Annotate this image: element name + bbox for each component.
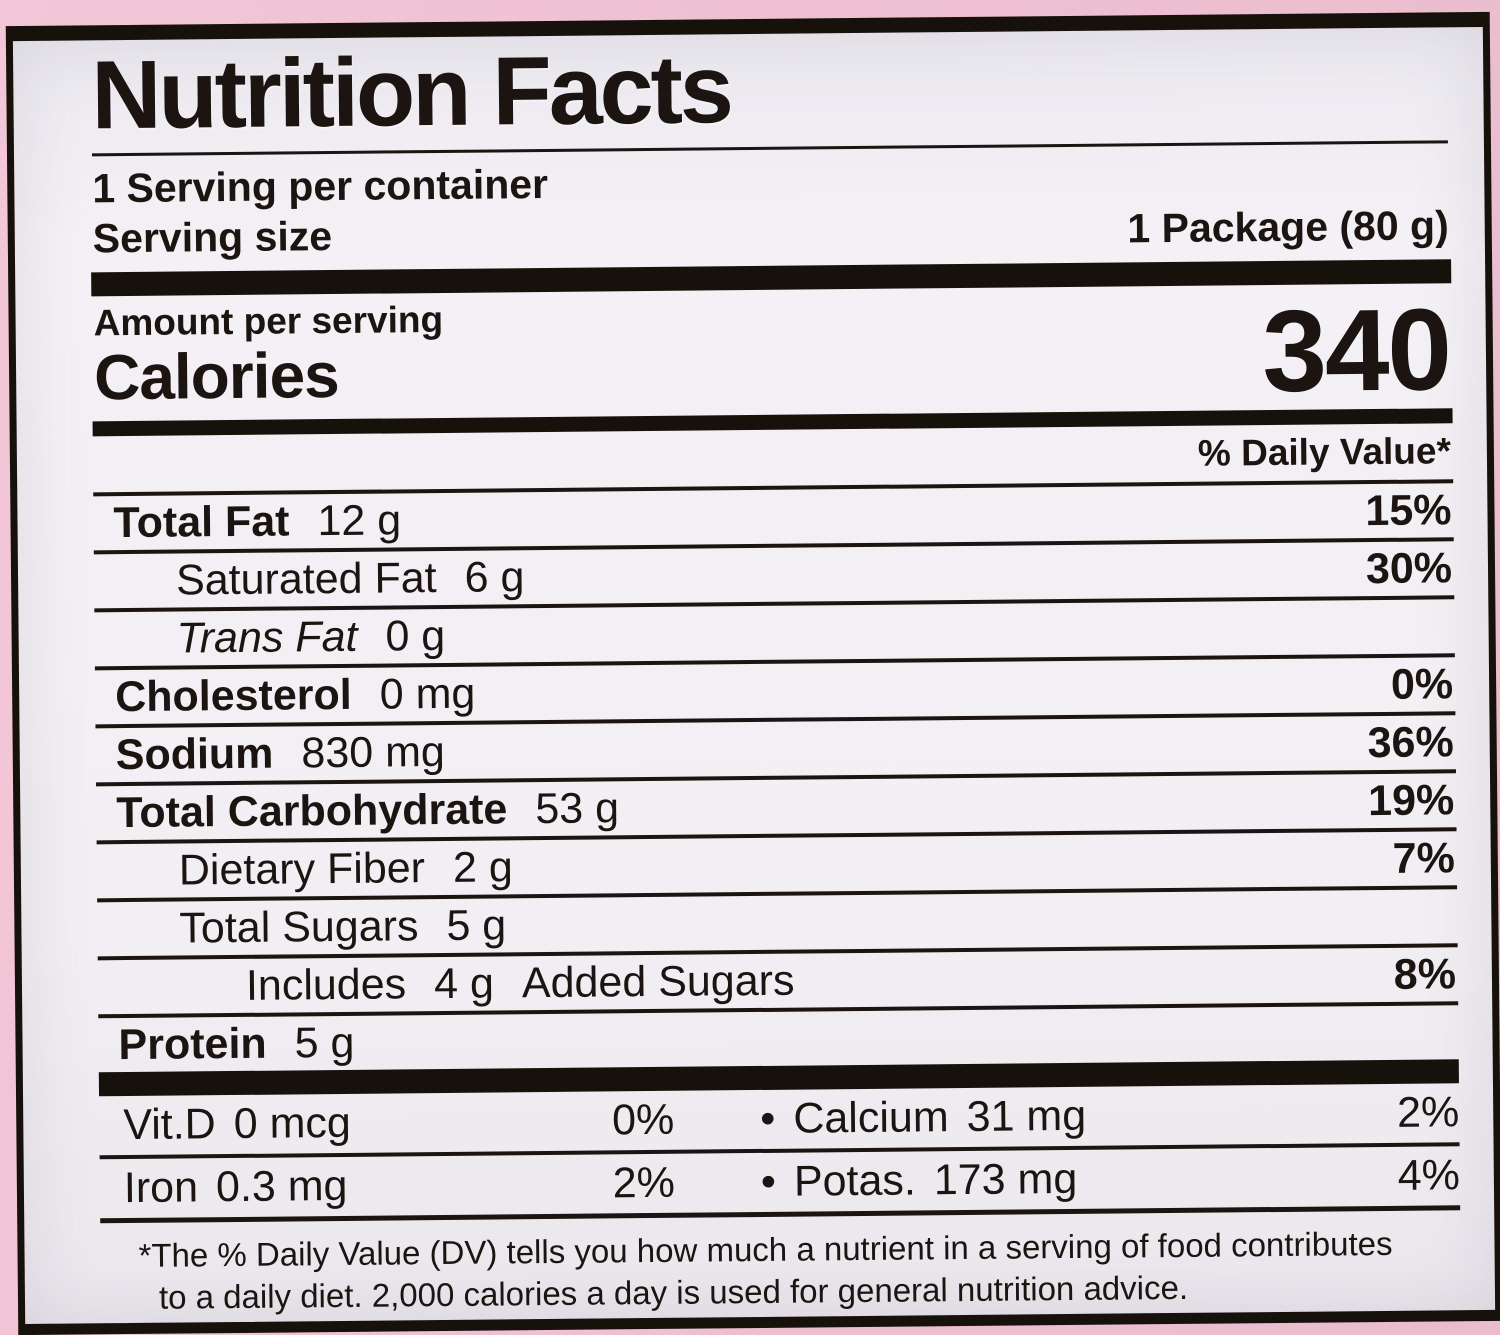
nutrition-label: Nutrition Facts 1 Serving per container … [5,11,1500,1335]
nutrient-dv: 15% [1365,485,1452,535]
micronutrient-table: Vit.D 0 mcg 0% • Calcium 31 mg 2% Iron 0.3 m… [99,1082,1461,1223]
micro-right-amount: 31 mg [966,1091,1087,1141]
micro-left-amount: 0.3 mg [215,1161,348,1211]
amount-per-serving-label: Amount per serving [93,298,444,344]
micro-right: • Potas. 173 mg [675,1152,1310,1207]
nutrient-name: Total Sugars [179,901,419,953]
micro-left: Iron 0.3 mg [100,1159,560,1212]
micro-left-dv: 0% [611,1095,675,1144]
nutrient-amount: 0 mg [379,669,476,719]
nutrient-amount: 0 g [385,611,446,661]
nutrient-name: Saturated Fat [175,553,437,605]
nutrient-name: Total Fat [113,497,290,547]
micro-left-name: Vit.D [123,1099,216,1149]
nutrient-dv: 0% [1390,659,1454,709]
nutrient-dv: 19% [1367,775,1455,825]
nutrient-amount: 6 g [464,552,525,602]
nutrient-name: Cholesterol [114,670,352,721]
nutrient-name: Dietary Fiber [178,843,426,895]
calories-label: Calories [93,338,340,414]
bullet-separator: • [760,1094,776,1143]
nutrient-name: Trans Fat [176,612,358,663]
nutrient-dv: 7% [1392,833,1456,883]
micro-left-amount: 0 mcg [233,1098,352,1148]
label-title: Nutrition Facts [90,34,732,150]
micro-right-name: Potas. [793,1156,917,1206]
calories-block: Amount per serving Calories 340 [91,284,1452,417]
nutrient-amount: 12 g [317,495,402,545]
nutrient-amount: 830 mg [301,727,446,777]
nutrient-amount: 4 g [433,959,495,1008]
micro-row-iron-potassium: Iron 0.3 mg 2% • Potas. 173 mg 4% [99,1141,1461,1218]
serving-size-value: 1 Package (80 g) [1127,202,1449,252]
nutrient-amount-suffix: Added Sugars [521,956,795,1007]
micro-left: Vit.D 0 mcg [99,1096,559,1149]
label-content: Nutrition Facts 1 Serving per container … [13,27,1495,1324]
nutrient-amount: 5 g [446,901,507,950]
micro-left-dv: 2% [612,1158,676,1207]
nutrient-dv: 8% [1393,949,1457,999]
daily-value-footnote: *The % Daily Value (DV) tells you how mu… [100,1222,1461,1320]
micro-right: • Calcium 31 mg [674,1089,1309,1144]
micro-right-name: Calcium [793,1092,949,1143]
calories-left: Amount per serving Calories [93,298,444,414]
micro-right-dv: 2% [1396,1087,1460,1137]
nutrient-name: Protein [118,1019,267,1069]
nutrient-amount: 2 g [452,842,513,892]
nutrient-name: Sodium [115,729,274,779]
bullet-separator: • [760,1157,777,1206]
nutrient-dv: 36% [1367,717,1454,767]
micro-right-dv: 4% [1397,1150,1461,1200]
micro-right-amount: 173 mg [933,1154,1078,1204]
calories-value: 340 [1261,284,1451,417]
nutrient-amount: 5 g [294,1018,355,1068]
nutrient-name: Includes [245,959,407,1010]
nutrient-amount: 53 g [535,783,620,833]
micro-left-name: Iron [123,1162,199,1212]
nutrient-dv: 30% [1365,543,1453,593]
nutrient-name: Total Carbohydrate [116,784,508,837]
nutrient-table: Total Fat 12 g 15% Saturated Fat 6 g 30%… [93,479,1459,1073]
serving-size-label: Serving size [92,213,333,262]
